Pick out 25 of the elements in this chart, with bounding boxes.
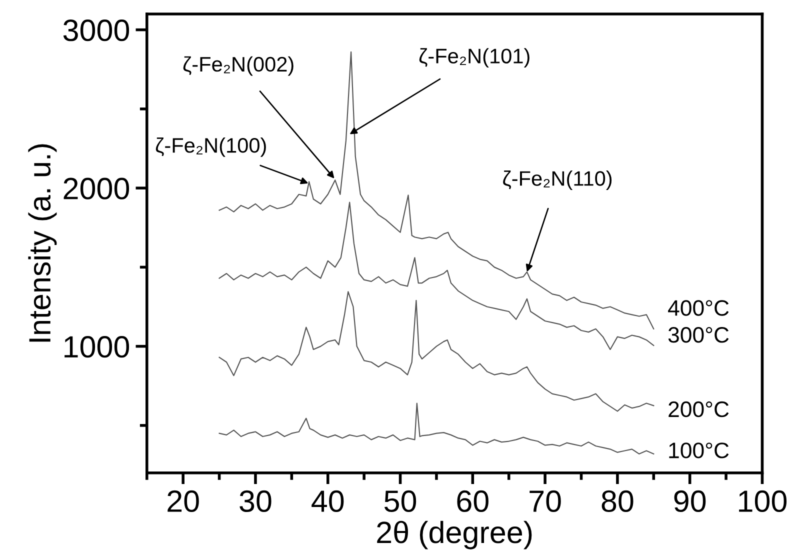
line-series <box>218 202 654 350</box>
x-tick-label: 30 <box>240 490 272 512</box>
x-tick-label: 40 <box>312 490 344 512</box>
x-tick-label: 100 <box>739 490 787 512</box>
y-tick-label: 1000 <box>64 336 130 358</box>
x-tick-label: 20 <box>168 490 199 512</box>
x-axis-title: 2θ (degree) <box>377 520 532 550</box>
series-label: 100°C <box>669 442 729 458</box>
x-tick-label: 60 <box>457 490 488 512</box>
line-series <box>218 402 654 454</box>
series-label: 200°C <box>668 401 729 418</box>
y-axis-title: Intensity (a. u.) <box>28 144 57 342</box>
annotation: ζ-Fe₂N(101) <box>419 48 530 68</box>
annotation: ζ-Fe₂N(110) <box>503 170 612 190</box>
y-tick-label: 3000 <box>63 20 130 42</box>
annotation: ζ-Fe₂N(002) <box>183 56 294 76</box>
annotation: ζ-Fe₂N(100) <box>156 137 266 157</box>
x-tick-label: 50 <box>384 490 416 512</box>
x-tick-label: 90 <box>674 490 706 512</box>
series-label: 300°C <box>668 327 729 343</box>
line-series <box>218 291 654 412</box>
x-tick-label: 70 <box>530 490 561 512</box>
series-label: 400°C <box>668 300 729 316</box>
y-tick-label: 2000 <box>64 178 130 200</box>
x-tick-label: 80 <box>602 490 634 512</box>
